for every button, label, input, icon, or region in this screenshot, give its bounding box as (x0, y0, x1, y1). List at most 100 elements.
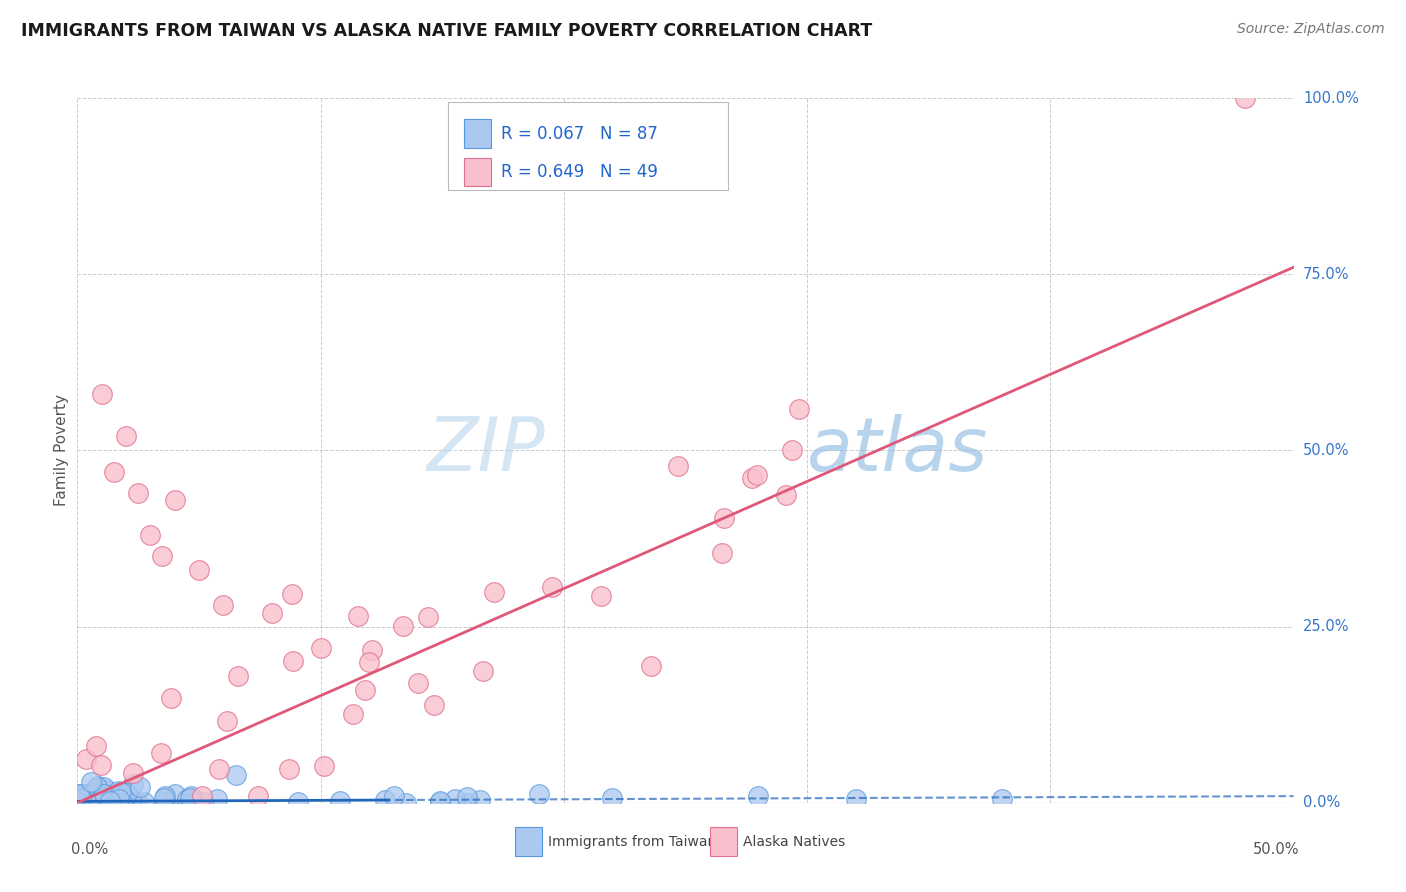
Point (90, 795, 112, 809)
Point (745, 468, 768, 483)
Point (75, 752, 97, 766)
Point (153, 795, 176, 809)
Point (423, 698, 446, 713)
Point (89, 792, 111, 806)
Point (281, 654, 304, 668)
Point (80, 786, 103, 800)
Point (309, 640, 332, 655)
Point (429, 795, 451, 809)
Point (121, 766, 143, 780)
Point (93, 780, 115, 794)
Point (67, 787, 90, 801)
Point (207, 763, 229, 777)
Point (115, 786, 138, 800)
Point (845, 791, 868, 805)
Point (86, 780, 108, 794)
Point (91, 787, 114, 801)
Point (391, 619, 413, 633)
Text: 25.0%: 25.0% (1303, 619, 1350, 634)
Point (69, 794, 91, 808)
Point (82, 786, 104, 800)
Point (456, 790, 478, 805)
Point (153, 789, 176, 804)
Point (226, 669, 249, 683)
Point (360, 643, 382, 657)
Text: Immigrants from Taiwan: Immigrants from Taiwan (548, 835, 716, 848)
Point (103, 794, 125, 808)
Point (96, 783, 118, 797)
Bar (515, 828, 541, 855)
Bar (464, 120, 491, 147)
Point (382, 789, 405, 803)
Point (713, 511, 735, 525)
Point (277, 762, 299, 776)
Point (112, 792, 135, 806)
Point (1233, 91, 1256, 105)
Point (212, 599, 235, 613)
Point (89, 793, 111, 807)
Point (83, 789, 105, 804)
Point (67, 787, 90, 801)
Point (93, 787, 115, 801)
Point (132, 796, 155, 810)
Point (127, 485, 149, 500)
Bar (464, 158, 491, 186)
Point (110, 785, 132, 799)
Point (73, 790, 96, 805)
Point (108, 792, 131, 806)
Point (741, 471, 763, 485)
Text: 100.0%: 100.0% (1303, 91, 1360, 105)
Point (191, 796, 214, 810)
Point (98, 794, 121, 808)
Point (482, 585, 505, 599)
Text: 75.0%: 75.0% (1303, 267, 1350, 282)
Text: Source: ZipAtlas.com: Source: ZipAtlas.com (1237, 22, 1385, 37)
Point (710, 546, 733, 560)
Text: R = 0.067   N = 87: R = 0.067 N = 87 (501, 125, 658, 143)
Point (128, 780, 150, 794)
Point (406, 676, 429, 690)
Point (83, 789, 105, 803)
Point (418, 609, 440, 624)
Point (225, 768, 247, 782)
Point (529, 788, 551, 802)
Text: R = 0.649   N = 49: R = 0.649 N = 49 (501, 162, 658, 180)
Point (602, 790, 624, 805)
Point (191, 789, 214, 803)
Point (93, 789, 115, 804)
Point (260, 606, 283, 620)
Text: atlas: atlas (807, 415, 988, 486)
Point (83, 793, 105, 807)
Point (100, 791, 122, 805)
Point (374, 792, 396, 806)
Point (456, 796, 478, 810)
Bar (710, 828, 737, 855)
Y-axis label: Family Poverty: Family Poverty (53, 394, 69, 507)
Point (86, 796, 108, 810)
Point (287, 795, 309, 809)
Point (76, 787, 98, 801)
Point (103, 465, 125, 479)
Point (354, 682, 377, 697)
Text: ZIP: ZIP (427, 415, 546, 486)
Text: 50.0%: 50.0% (1303, 443, 1350, 458)
Point (117, 796, 139, 810)
Point (115, 429, 138, 443)
Point (347, 608, 370, 623)
Point (66, 794, 89, 808)
Point (180, 796, 202, 810)
Text: IMMIGRANTS FROM TAIWAN VS ALASKA NATIVE FAMILY POVERTY CORRELATION CHART: IMMIGRANTS FROM TAIWAN VS ALASKA NATIVE … (21, 22, 872, 40)
Point (990, 792, 1012, 806)
Point (87, 780, 110, 794)
Point (247, 789, 270, 803)
Point (429, 794, 451, 808)
Point (84, 739, 107, 754)
Text: Alaska Natives: Alaska Natives (742, 835, 845, 848)
Point (188, 563, 211, 577)
Point (111, 795, 134, 809)
Point (179, 790, 201, 805)
Point (108, 791, 131, 805)
Point (105, 788, 128, 802)
Text: 0.0%: 0.0% (1303, 796, 1340, 810)
Point (80, 775, 103, 789)
